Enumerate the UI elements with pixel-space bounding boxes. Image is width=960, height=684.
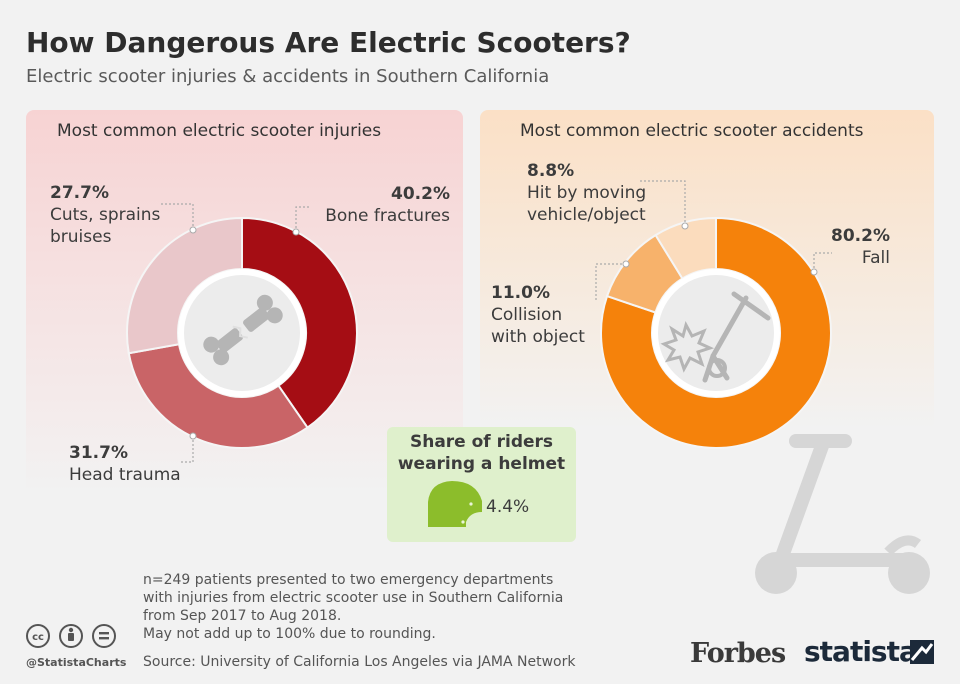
statista-logo: statista bbox=[804, 635, 918, 668]
injuries-chart-title: Most common electric scooter injuries bbox=[57, 121, 382, 141]
broken-bone-icon bbox=[203, 294, 283, 366]
injuries-donut bbox=[126, 216, 358, 449]
helmet-title: Share of riders wearing a helmet bbox=[397, 432, 566, 474]
label-collision: 11.0% Collision with object bbox=[491, 283, 585, 347]
accidents-leaders bbox=[595, 180, 832, 300]
label-cuts-sprains-bruises: 27.7% Cuts, sprains bruises bbox=[50, 183, 161, 247]
page-subtitle: Electric scooter injuries & accidents in… bbox=[26, 66, 550, 87]
statista-handle[interactable]: @StatistaCharts bbox=[26, 656, 127, 669]
leader-dot-hit bbox=[681, 222, 689, 230]
leader-dot-fall bbox=[810, 268, 818, 276]
helmet-share-box: Share of riders wearing a helmet bbox=[387, 427, 576, 542]
donut-right-hole-inner bbox=[658, 275, 774, 391]
source-text: Source: University of California Los Ang… bbox=[143, 654, 576, 670]
scooter-crash-icon bbox=[702, 291, 771, 383]
accidents-donut bbox=[600, 216, 832, 449]
impact-burst-icon bbox=[660, 321, 715, 373]
label-hit-by-vehicle: 8.8% Hit by moving vehicle/object bbox=[527, 161, 647, 225]
leader-dot-bone bbox=[292, 228, 300, 236]
donut-right-slice-0 bbox=[600, 216, 832, 449]
scooter-illustration bbox=[755, 434, 930, 594]
label-head-trauma: 31.7% Head trauma bbox=[69, 443, 181, 485]
donut-left-hole-inner bbox=[184, 275, 300, 391]
injuries-leaders bbox=[160, 203, 310, 463]
label-bone-fractures: 40.2% Bone fractures bbox=[325, 184, 450, 226]
label-fall: 80.2% Fall bbox=[831, 226, 890, 268]
leader-dot-head bbox=[189, 432, 197, 440]
footnote: n=249 patients presented to two emergenc… bbox=[143, 572, 564, 642]
leader-dot-collision bbox=[622, 260, 630, 268]
accidents-chart-title: Most common electric scooter accidents bbox=[520, 121, 864, 141]
page-title: How Dangerous Are Electric Scooters? bbox=[26, 26, 631, 59]
forbes-logo: Forbes bbox=[690, 638, 786, 669]
helmet-value: 4.4% bbox=[486, 497, 530, 517]
leader-dot-cuts bbox=[189, 226, 197, 234]
